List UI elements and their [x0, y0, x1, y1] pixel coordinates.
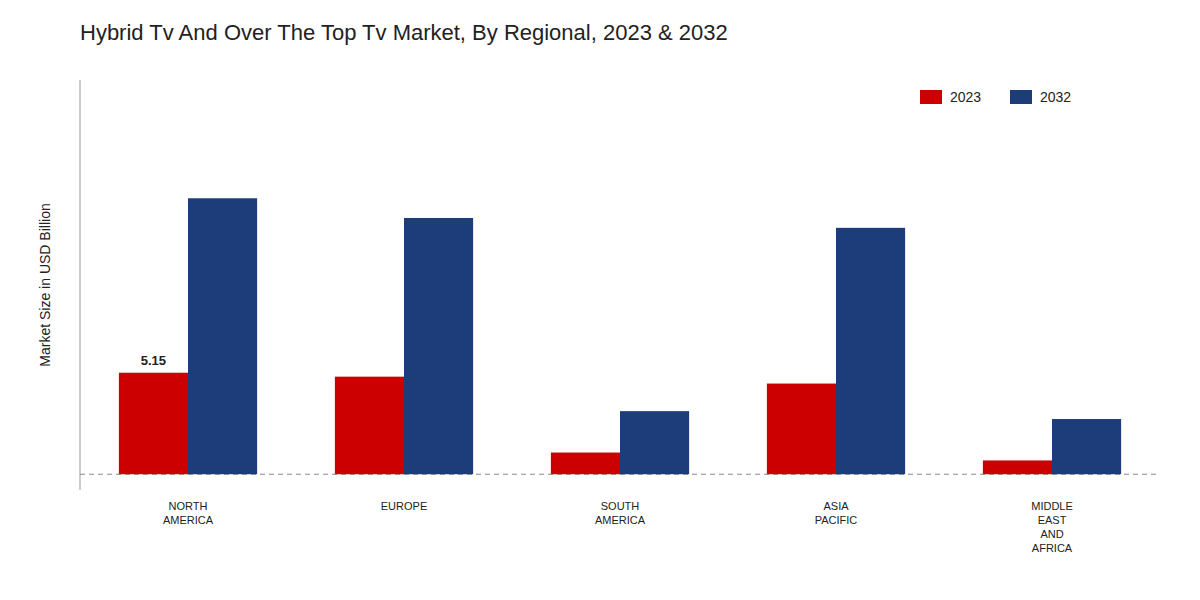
title: Hybrid Tv And Over The Top Tv Market, By… — [80, 20, 728, 45]
bar — [1052, 419, 1121, 474]
bar — [335, 377, 404, 475]
chart-container: Hybrid Tv And Over The Top Tv Market, By… — [0, 0, 1200, 600]
chart-svg: Hybrid Tv And Over The Top Tv Market, By… — [0, 0, 1200, 600]
x-tick-label: EUROPE — [381, 500, 427, 512]
bar — [620, 411, 689, 474]
bar — [551, 453, 620, 475]
x-tick-label: MIDDLEEASTANDAFRICA — [1031, 500, 1073, 554]
y-axis-line — [80, 80, 81, 490]
x-tick-label: NORTHAMERICA — [163, 500, 214, 526]
bar — [836, 228, 905, 474]
bars — [119, 198, 1121, 474]
legend-swatch — [920, 90, 942, 104]
legend: 2023 2032 — [920, 89, 1071, 105]
legend-label: 2032 — [1040, 89, 1071, 105]
bar — [404, 218, 473, 474]
annotation: 5.15 — [141, 353, 166, 368]
bar — [188, 198, 257, 474]
bar — [119, 373, 188, 475]
y-axis-label: Market Size in USD Billion — [37, 203, 53, 366]
x-tick-label: SOUTHAMERICA — [595, 500, 646, 526]
x-tick-label: ASIAPACIFIC — [815, 500, 858, 526]
bar — [767, 384, 836, 475]
legend-label: 2023 — [950, 89, 981, 105]
legend-swatch — [1010, 90, 1032, 104]
bar — [983, 460, 1052, 474]
